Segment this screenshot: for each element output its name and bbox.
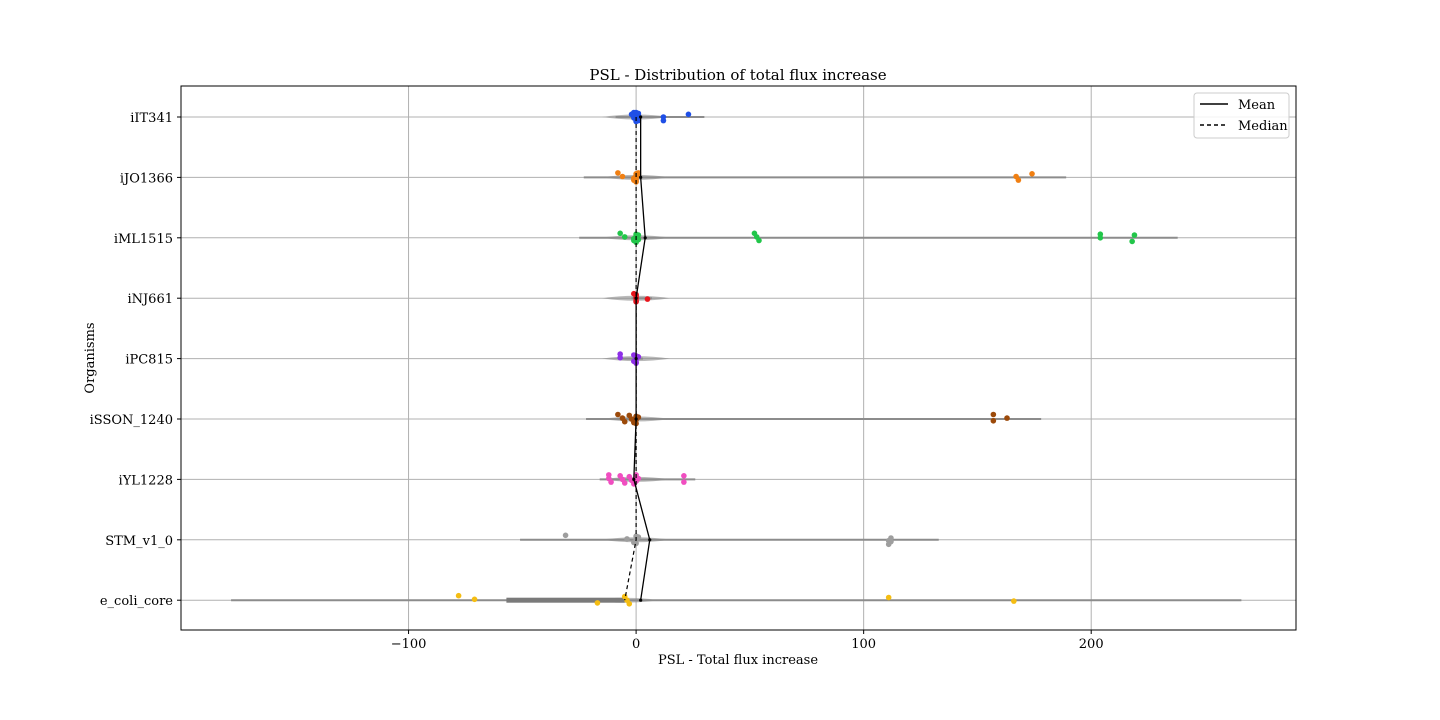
data-point — [888, 538, 894, 545]
data-point — [1011, 598, 1017, 604]
y-tick-label: iIT341 — [130, 111, 173, 126]
data-point — [626, 601, 633, 607]
data-point — [608, 479, 614, 485]
mean-marker — [634, 417, 638, 421]
data-point — [681, 479, 687, 485]
mean-marker — [634, 296, 638, 300]
data-point — [617, 354, 623, 361]
data-point — [635, 236, 642, 243]
data-point — [1029, 171, 1035, 177]
y-tick-label: iYL1228 — [119, 473, 173, 488]
y-tick-label: iSSON_1240 — [90, 413, 173, 428]
y-tick-label: e_coli_core — [100, 594, 173, 609]
chart-title: PSL - Distribution of total flux increas… — [589, 66, 886, 84]
data-point — [594, 600, 601, 606]
data-point — [1097, 235, 1104, 241]
plot-frame — [180, 85, 1297, 631]
legend-entry-label: Median — [1238, 119, 1288, 134]
data-point — [619, 173, 626, 180]
data-point — [1015, 177, 1022, 183]
data-point — [681, 473, 687, 479]
data-point — [660, 117, 667, 124]
data-point — [685, 111, 692, 118]
data-point — [756, 237, 762, 244]
data-point — [644, 296, 651, 302]
x-tick-label: −100 — [391, 637, 427, 652]
data-point — [624, 536, 630, 542]
mean-marker — [648, 538, 652, 542]
data-point — [635, 170, 642, 176]
data-point — [562, 532, 569, 539]
violin-body — [506, 597, 625, 603]
mean-marker — [639, 175, 643, 179]
x-tick-label: 200 — [1079, 637, 1104, 652]
mean-marker — [639, 115, 643, 119]
plot-area: −100 0 100 200 iIT341 iJO1366 iML1515 iNJ661 iPC… — [90, 85, 1297, 652]
mean-marker — [632, 477, 636, 481]
data-point — [615, 411, 621, 418]
y-tick-label: STM_v1_0 — [105, 534, 173, 549]
data-point — [615, 170, 621, 176]
y-tick-label: iML1515 — [114, 232, 173, 247]
data-point — [1004, 415, 1010, 421]
x-tick-label: 0 — [632, 637, 640, 652]
data-point — [885, 594, 892, 601]
data-point — [635, 110, 642, 117]
data-point — [990, 411, 997, 418]
mean-marker — [634, 357, 638, 361]
data-point — [617, 230, 623, 237]
data-point — [635, 534, 642, 540]
y-tick-label: iPC815 — [125, 353, 173, 368]
data-point — [633, 540, 639, 547]
mean-marker — [639, 598, 643, 602]
data-point — [471, 596, 478, 603]
data-point — [621, 234, 628, 240]
y-tick-label: iNJ661 — [127, 292, 173, 307]
y-tick-label: iJO1366 — [120, 171, 173, 186]
legend-entry-label: Mean — [1238, 98, 1276, 113]
data-point — [990, 418, 997, 424]
y-axis-label: Organisms — [83, 322, 98, 393]
data-point — [455, 592, 462, 599]
data-point — [621, 480, 628, 486]
mean-marker — [643, 236, 647, 240]
data-point — [621, 418, 628, 425]
x-axis-label: PSL - Total flux increase — [658, 653, 818, 668]
data-point — [1129, 238, 1135, 245]
data-point — [1131, 232, 1138, 238]
x-tick-label: 100 — [851, 637, 876, 652]
data-point — [633, 176, 639, 182]
legend: Mean Median — [1193, 92, 1290, 139]
data-point — [635, 475, 642, 482]
